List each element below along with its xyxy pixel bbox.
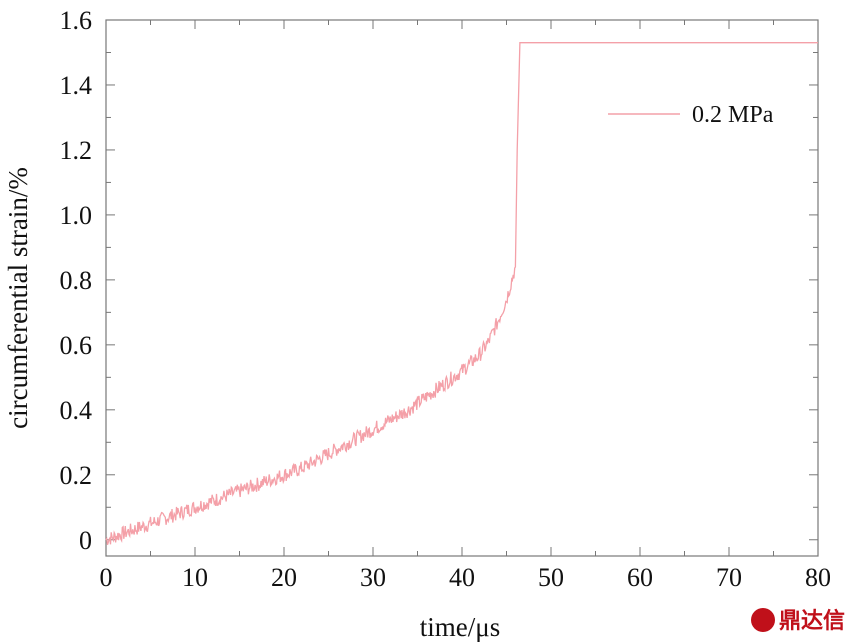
watermark-logo-icon: [751, 608, 775, 632]
y-axis-title: circumferential strain/%: [3, 167, 33, 429]
y-tick-label: 1.2: [60, 136, 93, 165]
plot-border: [105, 19, 819, 557]
x-tick-label: 50: [538, 563, 564, 592]
x-tick-label: 40: [449, 563, 475, 592]
series-line: [105, 42, 818, 546]
x-tick-label: 80: [805, 563, 831, 592]
x-axis-ticks: 0 10 20 30 40 50 60 70 80: [100, 20, 831, 592]
x-tick-label: 70: [716, 563, 742, 592]
x-tick-label: 10: [182, 563, 208, 592]
y-tick-label: 0: [79, 526, 92, 555]
y-tick-label: 1.0: [60, 201, 93, 230]
legend: 0.2 MPa: [608, 102, 774, 128]
y-tick-label: 1.4: [60, 71, 93, 100]
legend-label: 0.2 MPa: [692, 102, 774, 128]
watermark: 鼎达信: [751, 608, 845, 634]
y-tick-label: 1.6: [60, 6, 93, 35]
x-tick-label: 60: [627, 563, 653, 592]
x-axis-title: time/μs: [420, 612, 500, 642]
y-tick-label: 0.6: [60, 331, 93, 360]
watermark-text: 鼎达信: [779, 608, 845, 634]
x-tick-label: 20: [271, 563, 297, 592]
y-tick-label: 0.8: [60, 266, 93, 295]
y-axis-ticks: 0 0.2 0.4 0.6 0.8 1.0 1.2 1.4 1.6: [60, 6, 818, 555]
series-layer: [105, 42, 818, 546]
y-tick-label: 0.4: [60, 396, 93, 425]
y-tick-label: 0.2: [60, 461, 93, 490]
x-tick-label: 0: [100, 563, 113, 592]
x-tick-label: 30: [360, 563, 386, 592]
plot-frame: [105, 19, 819, 557]
